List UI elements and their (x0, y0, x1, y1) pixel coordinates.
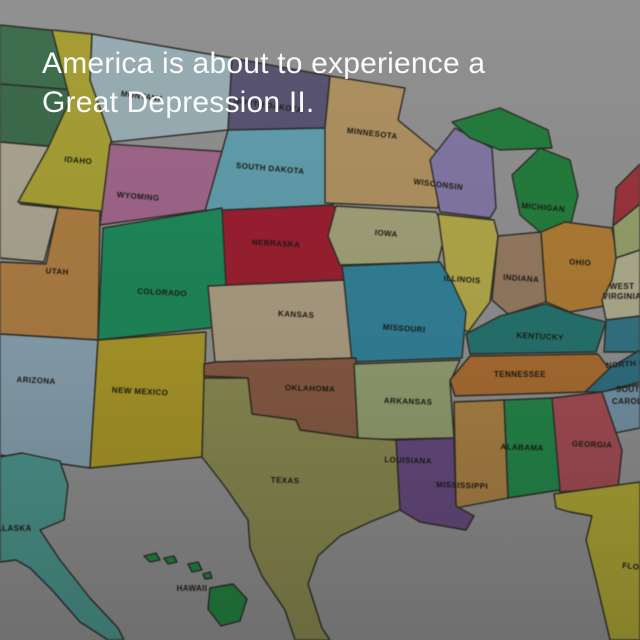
state-kentucky (465, 303, 607, 355)
state-missouri (341, 261, 467, 363)
state-montana (89, 33, 233, 143)
state-label-utah: UTAH (45, 266, 69, 277)
state-label-louisiana: LOUISIANA (384, 455, 432, 466)
state-kansas (207, 279, 357, 363)
state-label-mississippi: MISSISSIPPI (436, 480, 488, 491)
state-hawaii-island-1 (143, 552, 161, 563)
state-label-colorado: COLORADO (137, 287, 187, 299)
state-label-ohio: OHIO (569, 257, 591, 267)
state-label-oklahoma: OKLAHOMA (285, 383, 336, 394)
state-arkansas (353, 359, 461, 441)
state-label-indiana: INDIANA (503, 273, 540, 284)
state-label-texas: TEXAS (271, 476, 300, 486)
state-label-illinois: ILLINOIS (443, 274, 481, 286)
state-colorado (97, 207, 229, 341)
state-texas (201, 377, 401, 640)
headline-line-1: America is about to experience a (42, 47, 486, 80)
headline-line-2: Great Depression II. (42, 86, 315, 119)
state-label-alabama: ALABAMA (500, 442, 544, 453)
state-hawaii-island-big (207, 583, 248, 627)
headline: America is about to experience a Great D… (42, 44, 485, 122)
state-label-west-virginia-bottom: VIRGINIA (603, 292, 640, 301)
state-label-georgia: GEORGIA (572, 439, 613, 449)
state-label-michigan: MICHIGAN (521, 201, 565, 214)
state-label-kentucky: KENTUCKY (516, 331, 564, 342)
state-label-nebraska: NEBRASKA (252, 238, 301, 250)
state-pennsylvania (612, 203, 640, 259)
state-utah (0, 203, 101, 341)
state-hawaii-island-3 (187, 561, 203, 573)
state-mississippi (453, 399, 509, 509)
state-label-west-virginia-top: WEST (610, 282, 635, 291)
state-label-iowa: IOWA (374, 228, 398, 239)
state-label-tennessee: TENNESSEE (494, 370, 546, 379)
state-label-arizona: ARIZONA (16, 375, 56, 386)
state-indiana (491, 231, 547, 315)
state-new-mexico (89, 331, 207, 469)
state-label-south-carolina-top: SOUTH (616, 385, 640, 394)
state-wisconsin (429, 127, 497, 219)
state-label-idaho: IDAHO (64, 155, 92, 166)
state-label-missouri: MISSOURI (383, 323, 426, 335)
state-label-kansas: KANSAS (278, 309, 315, 320)
state-label-arkansas: ARKANSAS (384, 396, 433, 407)
state-florida (553, 481, 640, 640)
state-virginia (603, 315, 640, 353)
state-arizona (0, 333, 99, 469)
state-label-south-carolina-bottom: CAROLINA (612, 397, 640, 406)
state-label-wyoming: WYOMING (117, 190, 160, 203)
state-hawaii-island-2 (163, 555, 178, 565)
state-new-york (612, 163, 640, 227)
state-louisiana (395, 437, 475, 531)
state-michigan (511, 147, 579, 233)
state-label-new-mexico: NEW MEXICO (112, 386, 169, 398)
state-label-hawaii: HAWAII (177, 584, 208, 593)
state-michigan-upper-peninsula (451, 107, 553, 151)
state-north-carolina (584, 349, 640, 393)
state-hawaii-island-4 (202, 571, 213, 580)
state-alaska (0, 452, 125, 640)
